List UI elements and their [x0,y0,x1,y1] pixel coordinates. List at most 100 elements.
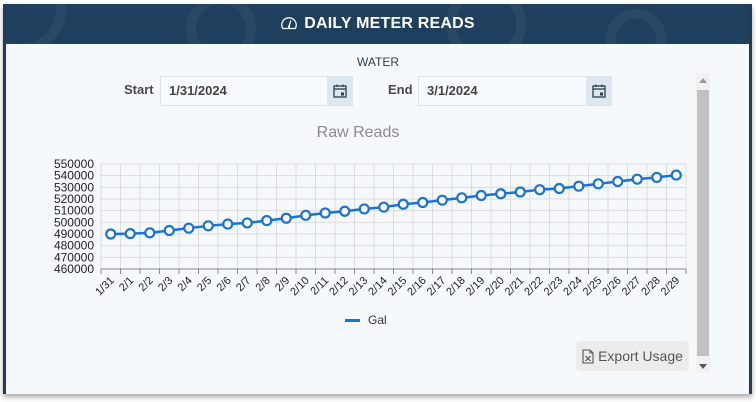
x-tick-label: 2/16 [405,275,429,299]
x-tick-label: 2/25 [581,275,605,299]
excel-file-icon [582,348,594,364]
x-tick-label: 2/27 [620,275,644,299]
export-usage-button[interactable]: Export Usage [576,341,689,371]
data-point[interactable] [358,203,370,215]
utility-label: WATER [357,55,399,69]
end-date-input[interactable]: 3/1/2024 [427,83,478,98]
y-tick-label: 460000 [54,262,94,276]
header-decoration [6,4,66,44]
data-point[interactable] [339,205,351,217]
data-point[interactable] [202,220,214,232]
x-tick-label: 2/11 [308,275,331,298]
data-point[interactable] [534,184,546,196]
data-point[interactable] [631,173,643,185]
y-tick-label: 500000 [54,215,94,229]
y-tick-label: 550000 [54,157,94,171]
data-point[interactable] [280,212,292,224]
data-point[interactable] [495,188,507,200]
data-point[interactable] [319,207,331,219]
data-point[interactable] [378,201,390,213]
x-tick-label: 2/5 [195,275,214,294]
data-point[interactable] [573,180,585,192]
panel-header: DAILY METER READS [6,4,749,44]
data-point[interactable] [241,217,253,229]
x-tick-label: 2/12 [327,275,351,299]
y-tick-label: 510000 [54,204,94,218]
triangle-up-icon [699,77,707,83]
data-point[interactable] [397,198,409,210]
scrollbar-thumb[interactable] [697,90,709,356]
x-tick-label: 2/18 [444,275,468,299]
x-tick-label: 2/1 [117,275,136,294]
x-tick-label: 2/26 [600,275,624,299]
calendar-icon [591,84,606,98]
start-calendar-button[interactable] [327,77,352,105]
x-tick-label: 2/24 [561,275,585,299]
data-point[interactable] [261,214,273,227]
vertical-scrollbar[interactable] [696,73,710,373]
y-tick-label: 540000 [54,169,94,183]
scroll-up-arrow[interactable] [696,73,710,87]
legend-swatch [345,318,360,322]
x-tick-label: 1/31 [93,275,117,299]
data-point[interactable] [417,196,429,209]
x-tick-label: 2/29 [659,275,683,299]
data-point[interactable] [163,224,175,237]
data-point[interactable] [105,228,117,240]
data-point[interactable] [456,192,468,204]
x-tick-label: 2/22 [522,275,546,299]
data-point[interactable] [651,171,663,184]
x-tick-label: 2/23 [542,275,566,299]
y-tick-label: 520000 [54,192,94,206]
chart-title: Raw Reads [316,124,400,141]
page-title: DAILY METER READS [6,4,749,44]
x-tick-label: 2/14 [366,275,390,299]
data-point[interactable] [144,227,156,239]
y-tick-label: 470000 [54,250,94,264]
data-point[interactable] [592,178,604,190]
x-tick-label: 2/8 [254,275,273,294]
end-label: End [388,82,413,97]
start-label: Start [124,82,154,97]
calendar-icon [332,84,347,98]
speedometer-icon [281,17,298,30]
x-tick-label: 2/15 [386,275,410,299]
data-point[interactable] [300,209,312,221]
data-point[interactable] [222,218,234,230]
header-decoration [186,4,256,44]
start-date-field[interactable]: 1/31/2024 [160,76,353,106]
data-point[interactable] [124,228,136,240]
x-tick-label: 2/10 [288,275,312,299]
header-title-text: DAILY METER READS [304,15,475,32]
x-tick-label: 2/17 [425,275,449,299]
x-tick-label: 2/2 [137,275,156,294]
end-calendar-button[interactable] [586,77,611,105]
x-tick-label: 2/20 [483,275,507,299]
chart-legend[interactable]: Gal [345,313,387,327]
x-tick-label: 2/7 [234,275,253,294]
start-date-input[interactable]: 1/31/2024 [169,83,227,98]
data-point[interactable] [612,175,624,188]
x-tick-label: 2/3 [156,275,175,294]
data-point[interactable] [183,222,195,234]
x-tick-label: 2/13 [347,275,371,299]
x-tick-label: 2/6 [215,275,234,294]
y-tick-label: 530000 [54,180,94,194]
scroll-down-arrow[interactable] [696,359,710,373]
data-point[interactable] [475,189,487,202]
x-tick-label: 2/28 [639,275,663,299]
x-tick-label: 2/19 [464,275,488,299]
data-point[interactable] [670,169,682,181]
export-usage-label: Export Usage [598,348,683,364]
header-decoration [446,4,526,44]
triangle-down-icon [699,363,707,369]
y-tick-label: 480000 [54,239,94,253]
end-date-field[interactable]: 3/1/2024 [418,76,612,106]
legend-label: Gal [368,313,387,327]
data-point[interactable] [553,182,565,195]
data-point[interactable] [514,186,526,198]
y-tick-label: 490000 [54,227,94,241]
data-point[interactable] [436,194,448,206]
header-decoration [606,9,666,44]
